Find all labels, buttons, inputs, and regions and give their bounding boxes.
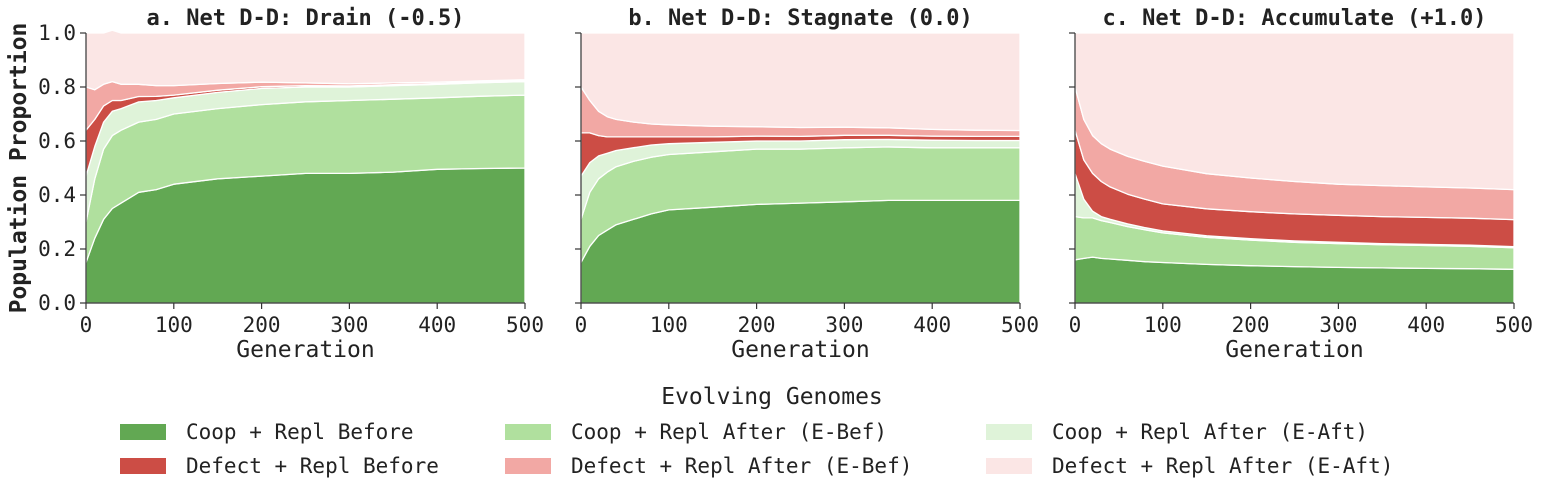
legend-item-defect-repl-before: Defect + Repl Before: [120, 451, 439, 481]
x-tick-label: 400: [418, 313, 456, 337]
x-tick-label: 0: [575, 313, 588, 337]
legend-swatch: [505, 458, 551, 474]
x-tick-label: 200: [738, 313, 776, 337]
x-tick-label: 500: [506, 313, 544, 337]
y-tick-label: 1.0: [38, 21, 76, 45]
y-tick-label: 0.0: [38, 291, 76, 315]
chart-panel-2: 0 100 200 300 400 500 b. Net D-D: Stagnate (0.…: [575, 6, 1039, 363]
y-axis-label: Population Proportion: [6, 23, 32, 314]
legend-swatch: [505, 424, 551, 440]
x-axis-label: Generation: [731, 337, 869, 363]
legend-label: Defect + Repl Before: [186, 454, 439, 478]
legend-title: Evolving Genomes: [661, 384, 883, 410]
legend-item-coop-repl-after-eaft: Coop + Repl After (E-Aft): [986, 417, 1368, 447]
y-tick-label: 0.6: [38, 129, 76, 153]
x-tick-label: 100: [650, 313, 688, 337]
area-series-6: [1074, 32, 1515, 191]
x-tick-label: 200: [243, 313, 281, 337]
legend-swatch: [986, 424, 1032, 440]
area-series-6: [580, 32, 1021, 132]
x-tick-label: 100: [1144, 313, 1182, 337]
legend-swatch: [120, 424, 166, 440]
x-tick-label: 500: [1001, 313, 1039, 337]
x-tick-label: 400: [1407, 313, 1445, 337]
legend: Evolving Genomes Coop + Repl Before Defe…: [0, 380, 1544, 490]
x-tick-label: 0: [1069, 313, 1082, 337]
area-series-6: [85, 29, 526, 91]
panel-title: a. Net D-D: Drain (-0.5): [147, 6, 465, 31]
legend-label: Coop + Repl After (E-Aft): [1052, 420, 1369, 444]
legend-label: Coop + Repl After (E-Bef): [571, 420, 888, 444]
x-tick-label: 100: [155, 313, 193, 337]
panel-title: b. Net D-D: Stagnate (0.0): [628, 6, 972, 31]
legend-swatch: [986, 458, 1032, 474]
x-tick-label: 400: [913, 313, 951, 337]
legend-label: Defect + Repl After (E-Aft): [1052, 454, 1394, 478]
x-axis-label: Generation: [1225, 337, 1363, 363]
x-tick-label: 300: [1319, 313, 1357, 337]
chart-panel-1: 0 100 200 300 400 500 0.0 0.2 0.4 0.6 0.8 1.0 a. Net…: [6, 6, 544, 363]
legend-item-defect-repl-after-ebef: Defect + Repl After (E-Bef): [505, 451, 912, 481]
legend-swatch: [120, 458, 166, 474]
x-tick-label: 300: [825, 313, 863, 337]
panel-title: c. Net D-D: Accumulate (+1.0): [1102, 6, 1486, 31]
legend-label: Defect + Repl After (E-Bef): [571, 454, 913, 478]
y-tick-label: 0.8: [38, 75, 76, 99]
x-axis-label: Generation: [236, 337, 374, 363]
y-tick-label: 0.4: [38, 183, 76, 207]
x-tick-label: 200: [1232, 313, 1270, 337]
chart-panel-3: 0 100 200 300 400 500 c. Net D-D: Accumulate (…: [1069, 6, 1533, 363]
x-tick-label: 300: [330, 313, 368, 337]
legend-item-coop-repl-before: Coop + Repl Before: [120, 417, 414, 447]
y-tick-label: 0.2: [38, 237, 76, 261]
legend-item-coop-repl-after-ebef: Coop + Repl After (E-Bef): [505, 417, 887, 447]
x-tick-label: 500: [1495, 313, 1533, 337]
x-tick-label: 0: [80, 313, 93, 337]
legend-label: Coop + Repl Before: [186, 420, 414, 444]
legend-item-defect-repl-after-eaft: Defect + Repl After (E-Aft): [986, 451, 1393, 481]
